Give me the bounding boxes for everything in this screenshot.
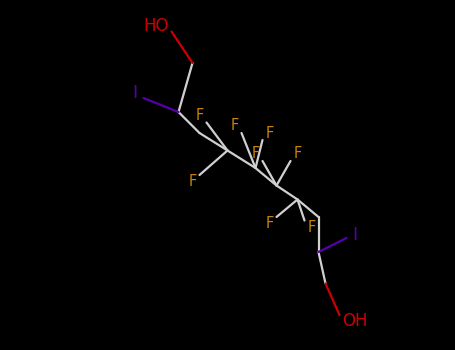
Text: HO: HO (143, 17, 168, 35)
Text: OH: OH (343, 312, 368, 330)
Text: F: F (195, 108, 204, 123)
Text: I: I (132, 84, 137, 102)
Text: F: F (251, 147, 260, 161)
Text: F: F (265, 126, 273, 140)
Text: F: F (230, 119, 238, 133)
Text: F: F (293, 147, 302, 161)
Text: F: F (188, 175, 197, 189)
Text: F: F (308, 220, 316, 235)
Text: F: F (265, 217, 273, 231)
Text: I: I (353, 225, 358, 244)
